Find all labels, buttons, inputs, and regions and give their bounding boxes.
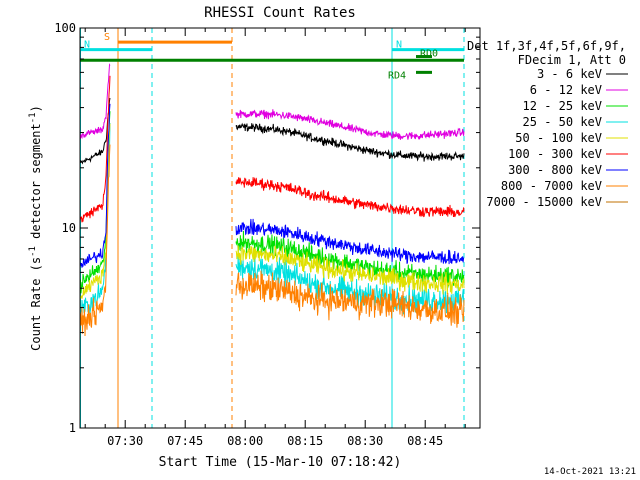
legend-header-line2: FDecim 1, Att 0 <box>518 53 626 67</box>
footer-timestamp: 14-Oct-2021 13:21 <box>544 467 636 477</box>
y-tick-label-2: 100 <box>54 21 76 35</box>
state-bar-label-5: RD4 <box>388 70 406 81</box>
y-tick-label-1: 10 <box>62 221 76 235</box>
y-axis-label: Count Rate (s-1 detector segment-1) <box>28 105 43 351</box>
legend-label-6: 300 - 800 keV <box>508 163 602 177</box>
y-axis-label-part2: detector segment <box>29 123 43 246</box>
legend-label-3: 25 - 50 keV <box>523 115 602 129</box>
legend: 3 - 6 keV 6 - 12 keV 12 - 25 keV 25 - 50 ke… <box>486 67 628 209</box>
series-post-4 <box>235 245 465 295</box>
x-axis-label: Start Time (15-Mar-10 07:18:42) <box>159 455 402 470</box>
y-axis-label-sup2: -1 <box>28 112 38 123</box>
x-tick-label-0: 07:30 <box>107 434 143 448</box>
y-axis-label-part3: ) <box>29 105 43 112</box>
series-post-0 <box>235 122 465 162</box>
state-bar-label-2: N <box>396 40 402 51</box>
series-pre-5 <box>79 75 111 223</box>
legend-label-2: 12 - 25 keV <box>523 99 602 113</box>
series-pre-6 <box>79 103 111 268</box>
series-post-6 <box>235 218 465 265</box>
series-post-7 <box>235 270 465 328</box>
series-pre-2 <box>79 111 111 294</box>
legend-label-8: 7000 - 15000 keV <box>486 195 602 209</box>
legend-label-0: 3 - 6 keV <box>537 67 602 81</box>
chart-title: RHESSI Count Rates <box>204 5 356 21</box>
state-bar-label-1: N <box>84 40 90 51</box>
series-pre-4 <box>79 123 111 299</box>
legend-header-line1: Det 1f,3f,4f,5f,6f,9f, <box>467 39 626 53</box>
legend-label-1: 6 - 12 keV <box>530 83 602 97</box>
series-pre-7 <box>79 144 111 337</box>
legend-label-5: 100 - 300 keV <box>508 147 602 161</box>
series-post-3 <box>235 253 465 315</box>
legend-label-4: 50 - 100 keV <box>515 131 602 145</box>
x-tick-label-4: 08:30 <box>347 434 383 448</box>
plot-frame <box>79 27 481 429</box>
y-axis-label-sup1: -1 <box>28 246 38 257</box>
y-axis-label-group: Count Rate (s-1 detector segment-1) <box>28 105 43 351</box>
legend-label-7: 800 - 7000 keV <box>501 179 602 193</box>
x-tick-label-5: 08:45 <box>407 434 443 448</box>
y-tick-label-0: 1 <box>69 421 76 435</box>
series-pre-0 <box>79 97 111 165</box>
x-tick-label-1: 07:45 <box>167 434 203 448</box>
x-tick-label-3: 08:15 <box>287 434 323 448</box>
series-pre-1 <box>79 63 111 140</box>
series-post-1 <box>235 109 465 141</box>
state-bar-label-0: S <box>104 32 110 43</box>
state-bar-label-4: RD0 <box>420 49 438 60</box>
series-post-5 <box>235 176 465 218</box>
y-axis-label-part1: Count Rate (s <box>29 257 43 351</box>
x-tick-label-2: 08:00 <box>227 434 263 448</box>
